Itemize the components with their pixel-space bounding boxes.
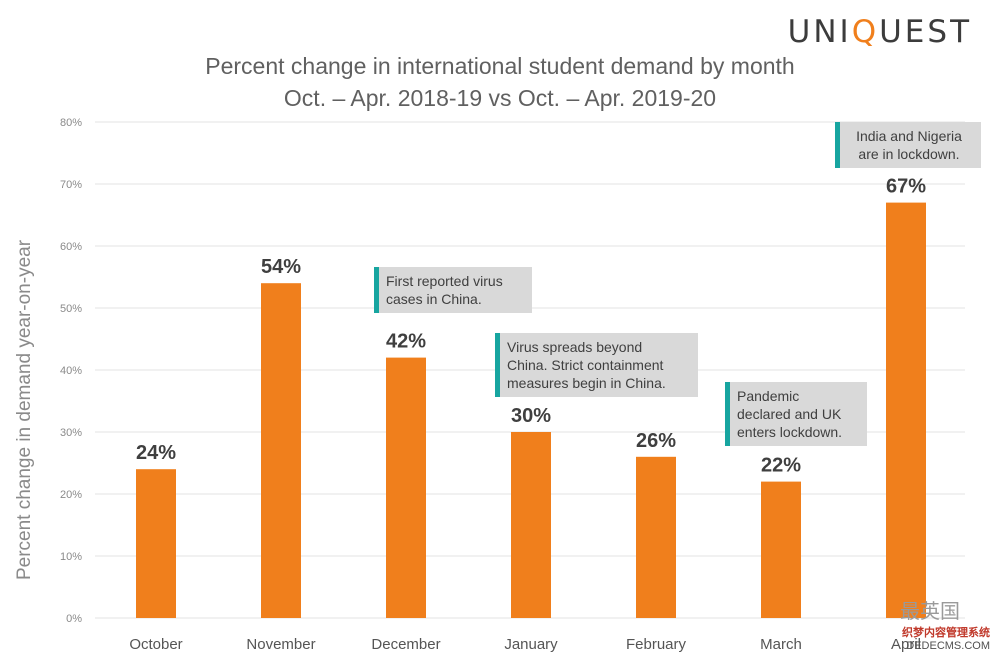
- annotation-text: First reported virus: [386, 273, 503, 289]
- x-tick-label: January: [504, 636, 558, 653]
- bars: [136, 202, 926, 618]
- y-tick-label: 50%: [60, 303, 82, 315]
- annotation-accent: [374, 267, 379, 313]
- watermark-text: DEDECMS.COM: [906, 640, 990, 652]
- annotation-april: India and Nigeria are in lockdown.: [835, 122, 981, 168]
- x-tick-label: February: [626, 636, 687, 653]
- data-label: 22%: [761, 455, 801, 477]
- y-tick-label: 10%: [60, 551, 82, 563]
- watermark: 最英国 织梦内容管理系统 DEDECMS.COM: [900, 595, 990, 652]
- bar-january: [511, 432, 551, 618]
- y-tick-label: 70%: [60, 179, 82, 191]
- bar-march: [761, 481, 801, 618]
- bar-october: [136, 469, 176, 618]
- annotation-text: cases in China.: [386, 291, 482, 307]
- annotation-accent: [725, 382, 730, 446]
- data-label: 67%: [886, 176, 926, 198]
- annotation-december: First reported virus cases in China.: [374, 267, 532, 313]
- x-tick-label: April: [891, 636, 921, 653]
- y-axis-ticks: 0% 10% 20% 30% 40% 50% 60% 70% 80%: [60, 117, 82, 625]
- annotation-text: declared and UK: [737, 406, 842, 422]
- annotation-text: enters lockdown.: [737, 424, 843, 440]
- bar-february: [636, 456, 676, 618]
- x-tick-label: October: [129, 636, 182, 653]
- watermark-text: 最英国: [900, 601, 960, 623]
- x-tick-label: November: [246, 636, 315, 653]
- watermark-text: 织梦内容管理系统: [902, 627, 990, 639]
- data-label: 42%: [386, 331, 426, 353]
- annotation-text: measures begin in China.: [507, 375, 666, 391]
- y-tick-label: 30%: [60, 427, 82, 439]
- brand-logo: UNIQUEST: [787, 14, 972, 50]
- data-labels: 24% 54% 42% 30% 26% 22% 67%: [136, 176, 926, 477]
- data-label: 54%: [261, 256, 301, 278]
- annotation-text: are in lockdown.: [858, 146, 960, 162]
- annotation-january: Virus spreads beyond China. Strict conta…: [495, 333, 698, 397]
- y-tick-label: 60%: [60, 241, 82, 253]
- annotation-march: Pandemic declared and UK enters lockdown…: [725, 382, 867, 446]
- annotation-text: India and Nigeria: [856, 128, 962, 144]
- bar-april: [886, 202, 926, 618]
- annotation-text: China. Strict containment: [507, 357, 664, 373]
- bar-november: [261, 283, 301, 618]
- data-label: 30%: [511, 405, 551, 427]
- annotation-accent: [495, 333, 500, 397]
- x-tick-label: March: [760, 636, 802, 653]
- y-axis-label: Percent change in demand year-on-year: [14, 239, 35, 580]
- chart-title: Percent change in international student …: [205, 53, 795, 79]
- annotation-text: Pandemic: [737, 388, 800, 404]
- annotation-accent: [835, 122, 840, 168]
- data-label: 24%: [136, 442, 176, 464]
- y-tick-label: 20%: [60, 489, 82, 501]
- chart-title-block: Percent change in international student …: [0, 50, 1000, 114]
- y-tick-label: 0%: [66, 613, 82, 625]
- x-tick-label: December: [371, 636, 440, 653]
- chart-subtitle: Oct. – Apr. 2018-19 vs Oct. – Apr. 2019-…: [283, 85, 717, 111]
- bar-december: [386, 357, 426, 618]
- annotation-text: Virus spreads beyond: [507, 339, 643, 355]
- y-tick-label: 40%: [60, 365, 82, 377]
- x-axis-labels: October November December January February Ma…: [129, 636, 921, 653]
- y-tick-label: 80%: [60, 117, 82, 129]
- data-label: 26%: [636, 430, 676, 452]
